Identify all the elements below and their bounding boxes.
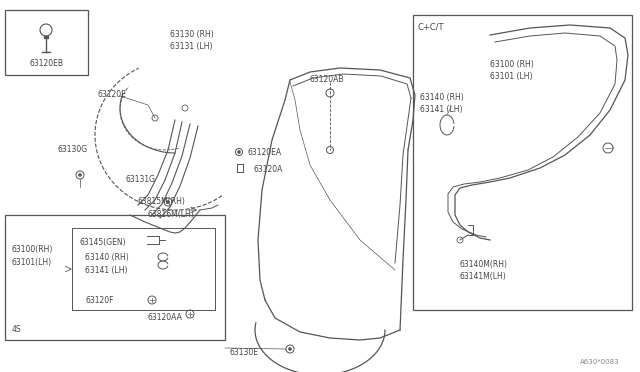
Text: 63120A: 63120A: [253, 165, 282, 174]
Text: 63120EB: 63120EB: [29, 59, 63, 68]
Text: 63101(LH): 63101(LH): [12, 258, 52, 267]
Circle shape: [166, 201, 170, 203]
Text: 63100 (RH): 63100 (RH): [490, 60, 534, 69]
Text: 63816M(LH): 63816M(LH): [148, 210, 195, 219]
Circle shape: [237, 151, 241, 154]
Text: 63120AA: 63120AA: [148, 313, 183, 322]
Text: 63100(RH): 63100(RH): [12, 245, 53, 254]
Text: 63120EA: 63120EA: [248, 148, 282, 157]
Bar: [413, 15, 632, 310]
Bar: [72, 228, 215, 310]
Text: 63145(GEN): 63145(GEN): [80, 238, 127, 247]
Text: 63131G: 63131G: [125, 175, 155, 184]
Text: 63120E: 63120E: [97, 90, 126, 99]
Text: 63141M(LH): 63141M(LH): [460, 272, 507, 281]
Bar: [5, 215, 225, 340]
Circle shape: [289, 347, 291, 350]
Text: 63140M(RH): 63140M(RH): [460, 260, 508, 269]
Text: C+C/T: C+C/T: [418, 22, 445, 31]
Circle shape: [79, 173, 81, 176]
Text: A630*0083: A630*0083: [580, 359, 620, 365]
Text: 63815M(RH): 63815M(RH): [138, 197, 186, 206]
Text: 63120F: 63120F: [85, 296, 113, 305]
Text: 63130G: 63130G: [57, 145, 87, 154]
Bar: [5, 10, 88, 75]
Text: 63101 (LH): 63101 (LH): [490, 72, 532, 81]
Text: 63120AB: 63120AB: [310, 75, 344, 84]
Text: 63141 (LH): 63141 (LH): [85, 266, 127, 275]
Text: 63141 (LH): 63141 (LH): [420, 105, 463, 114]
Text: 4S: 4S: [12, 325, 22, 334]
Text: 63140 (RH): 63140 (RH): [85, 253, 129, 262]
Text: 63130E: 63130E: [230, 348, 259, 357]
Text: 63130 (RH): 63130 (RH): [170, 30, 214, 39]
Text: 63131 (LH): 63131 (LH): [170, 42, 212, 51]
Text: 63140 (RH): 63140 (RH): [420, 93, 464, 102]
